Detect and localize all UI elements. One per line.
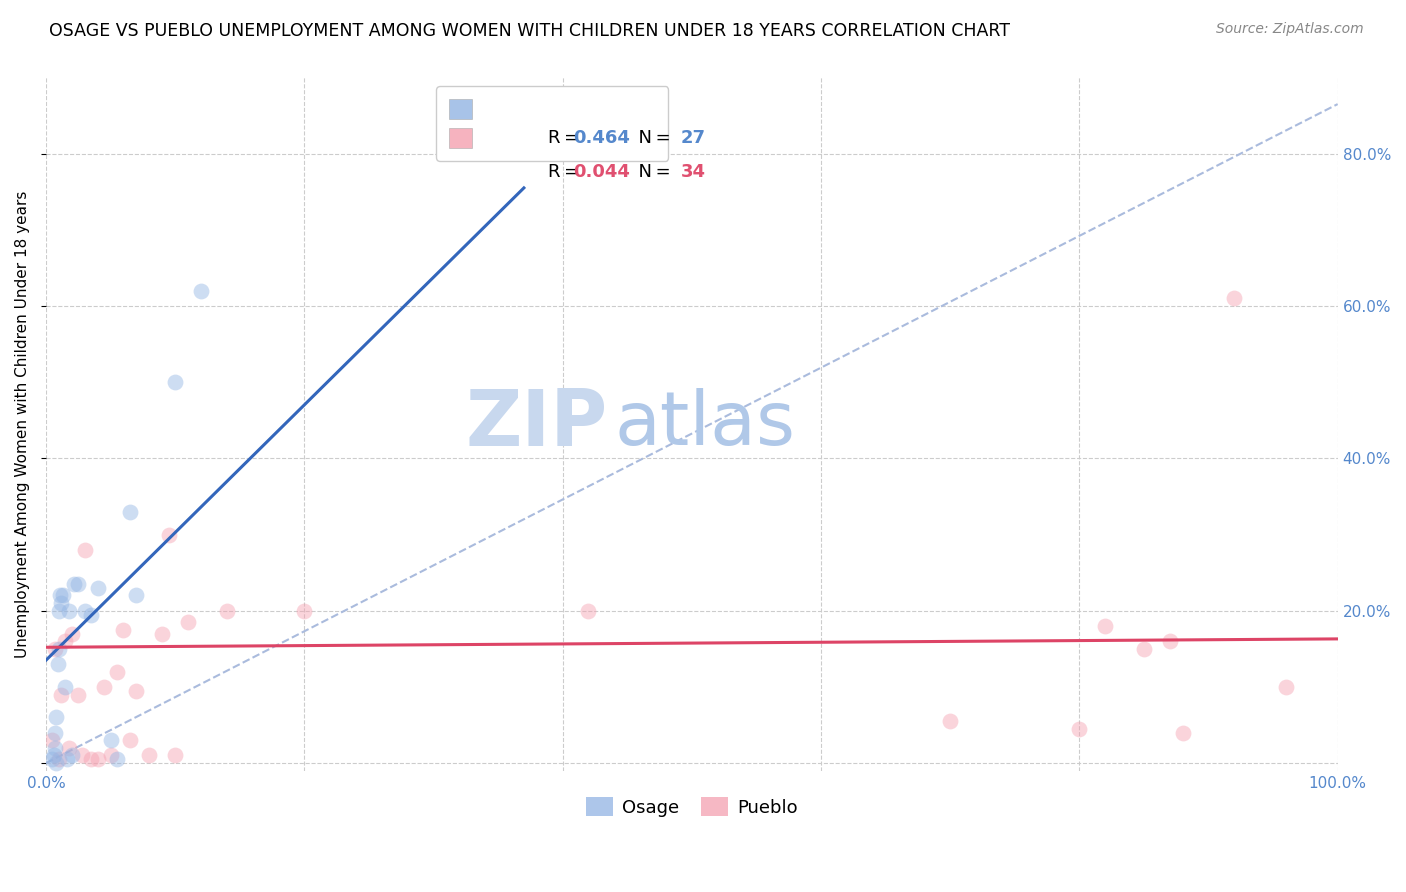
- Point: [67, 577, 90, 591]
- Point: [292, 604, 315, 618]
- Point: [86, 581, 108, 595]
- Point: [165, 748, 187, 763]
- Point: [112, 623, 135, 637]
- Point: [1171, 725, 1194, 739]
- Point: [41, 733, 63, 747]
- Point: [93, 680, 115, 694]
- Point: [1223, 291, 1246, 305]
- Point: [80, 607, 103, 622]
- Point: [53, 634, 76, 648]
- Point: [215, 604, 238, 618]
- Point: [1069, 722, 1091, 736]
- Point: [42, 748, 65, 763]
- Text: 27: 27: [681, 129, 706, 147]
- Point: [45, 710, 67, 724]
- Point: [70, 748, 93, 763]
- Point: [51, 688, 73, 702]
- Point: [44, 740, 66, 755]
- Point: [44, 641, 66, 656]
- Y-axis label: Unemployment Among Women with Children Under 18 years: Unemployment Among Women with Children U…: [15, 190, 30, 657]
- Point: [118, 505, 141, 519]
- Point: [138, 748, 160, 763]
- Point: [60, 626, 83, 640]
- Text: N =: N =: [627, 162, 675, 181]
- Point: [55, 752, 77, 766]
- Point: [52, 589, 75, 603]
- Point: [60, 748, 83, 763]
- Point: [51, 596, 73, 610]
- Point: [80, 752, 103, 766]
- Point: [48, 604, 70, 618]
- Legend: Osage, Pueblo: Osage, Pueblo: [579, 790, 804, 824]
- Point: [58, 604, 80, 618]
- Point: [100, 748, 122, 763]
- Point: [125, 683, 148, 698]
- Point: [165, 375, 187, 389]
- Text: 0.464: 0.464: [574, 129, 630, 147]
- Point: [100, 733, 122, 747]
- Point: [125, 589, 148, 603]
- Text: Source: ZipAtlas.com: Source: ZipAtlas.com: [1216, 22, 1364, 37]
- Point: [48, 752, 70, 766]
- Point: [118, 733, 141, 747]
- Point: [157, 527, 180, 541]
- Point: [44, 725, 66, 739]
- Text: 34: 34: [681, 162, 706, 181]
- Point: [1275, 680, 1298, 694]
- Point: [41, 752, 63, 766]
- Point: [1094, 619, 1116, 633]
- Point: [46, 657, 69, 671]
- Point: [105, 752, 128, 766]
- Text: 0.044: 0.044: [574, 162, 630, 181]
- Point: [86, 752, 108, 766]
- Point: [49, 589, 72, 603]
- Point: [67, 688, 90, 702]
- Point: [1159, 634, 1181, 648]
- Point: [53, 680, 76, 694]
- Point: [58, 740, 80, 755]
- Point: [1133, 641, 1156, 656]
- Point: [63, 577, 86, 591]
- Point: [73, 542, 96, 557]
- Text: N =: N =: [627, 129, 675, 147]
- Text: atlas: atlas: [614, 387, 796, 460]
- Point: [939, 714, 962, 728]
- Point: [105, 665, 128, 679]
- Text: OSAGE VS PUEBLO UNEMPLOYMENT AMONG WOMEN WITH CHILDREN UNDER 18 YEARS CORRELATIO: OSAGE VS PUEBLO UNEMPLOYMENT AMONG WOMEN…: [49, 22, 1010, 40]
- Point: [45, 756, 67, 770]
- Point: [177, 615, 200, 629]
- Text: R =: R =: [548, 162, 583, 181]
- Point: [578, 604, 600, 618]
- Point: [73, 604, 96, 618]
- Point: [190, 284, 212, 298]
- Point: [48, 641, 70, 656]
- Text: ZIP: ZIP: [465, 386, 607, 462]
- Text: R =: R =: [548, 129, 583, 147]
- Point: [150, 626, 173, 640]
